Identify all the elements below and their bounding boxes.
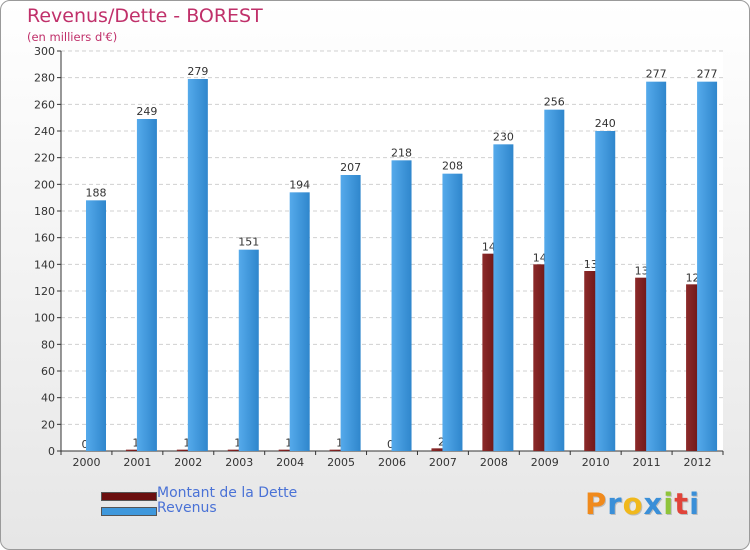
bar-revenus: [391, 160, 412, 452]
proxiti-logo-letter: x: [643, 487, 664, 521]
y-tick-label: 60: [41, 365, 55, 378]
data-label-dette: 1: [234, 437, 241, 450]
data-label-dette: 0: [387, 438, 394, 451]
y-tick-label: 100: [34, 312, 55, 325]
data-label-revenus: 151: [238, 236, 259, 249]
data-label-revenus: 218: [391, 146, 412, 159]
bar-dette: [431, 448, 452, 451]
data-label-revenus: 188: [86, 186, 107, 199]
y-tick-label: 120: [34, 285, 55, 298]
y-tick-label: 300: [34, 45, 55, 58]
data-label-revenus: 240: [595, 117, 616, 130]
x-tick-label: 2001: [123, 456, 151, 469]
y-tick-label: 140: [34, 258, 55, 271]
data-label-revenus: 230: [493, 130, 514, 143]
y-tick-label: 280: [34, 72, 55, 85]
bar-revenus: [544, 109, 565, 452]
x-tick-label: 2002: [174, 456, 202, 469]
data-label-dette: 1: [183, 437, 190, 450]
legend-swatch-revenus: [101, 507, 157, 516]
legend-label-revenus: Revenus: [157, 500, 217, 516]
data-label-revenus: 279: [187, 65, 208, 78]
y-tick-label: 240: [34, 125, 55, 138]
bar-revenus: [493, 144, 514, 452]
x-tick-label: 2000: [72, 456, 100, 469]
data-label-revenus: 207: [340, 161, 361, 174]
x-tick-label: 2008: [480, 456, 508, 469]
data-label-dette: 0: [82, 438, 89, 451]
x-tick-label: 2007: [429, 456, 457, 469]
bar-revenus: [646, 81, 667, 452]
bar-revenus: [187, 79, 208, 451]
proxiti-logo-letter: P: [585, 487, 608, 521]
bar-revenus: [238, 249, 259, 451]
x-tick-label: 2004: [276, 456, 304, 469]
bar-dette: [329, 449, 350, 451]
data-label-revenus: 277: [697, 68, 718, 81]
data-label-revenus: 256: [544, 96, 565, 109]
data-label-dette: 1: [132, 437, 139, 450]
proxiti-logo-letter: i: [689, 487, 701, 521]
x-tick-label: 2009: [531, 456, 559, 469]
data-label-revenus: 249: [136, 105, 157, 118]
bar-dette: [176, 449, 197, 451]
bar-revenus: [340, 175, 361, 451]
y-tick-label: 220: [34, 152, 55, 165]
bar-revenus: [697, 81, 718, 452]
proxiti-logo-letter: t: [674, 487, 690, 521]
bar-dette: [278, 449, 299, 451]
data-label-dette: 1: [336, 437, 343, 450]
y-tick-label: 80: [41, 338, 55, 351]
x-tick-label: 2006: [378, 456, 406, 469]
y-tick-label: 180: [34, 205, 55, 218]
y-tick-label: 0: [48, 445, 55, 458]
y-tick-label: 160: [34, 232, 55, 245]
bar-revenus: [289, 192, 310, 452]
y-tick-label: 40: [41, 392, 55, 405]
proxiti-logo-letter: i: [663, 487, 675, 521]
x-tick-label: 2011: [633, 456, 661, 469]
bar-dette: [125, 449, 146, 451]
proxiti-logo-letter: r: [607, 487, 623, 521]
data-label-dette: 2: [438, 435, 445, 448]
proxiti-logo-letter: o: [622, 487, 644, 521]
x-tick-label: 2010: [582, 456, 610, 469]
y-tick-label: 20: [41, 418, 55, 431]
legend-label-dette: Montant de la Dette: [157, 485, 298, 501]
proxiti-logo: Proxiti: [585, 487, 700, 521]
data-label-revenus: 277: [646, 68, 667, 81]
x-tick-label: 2003: [225, 456, 253, 469]
y-tick-label: 260: [34, 98, 55, 111]
bar-dette: [227, 449, 248, 451]
data-label-revenus: 208: [442, 160, 463, 173]
bar-revenus: [595, 131, 616, 451]
x-tick-label: 2012: [684, 456, 712, 469]
data-label-dette: 1: [285, 437, 292, 450]
bar-revenus: [442, 173, 463, 451]
bar-revenus: [86, 200, 106, 451]
chart-subtitle: (en milliers d'€): [27, 30, 118, 44]
bar-revenus: [136, 119, 157, 451]
y-tick-label: 200: [34, 178, 55, 191]
x-tick-label: 2005: [327, 456, 355, 469]
data-label-revenus: 194: [289, 178, 310, 191]
chart-title: Revenus/Dette - BOREST: [27, 5, 263, 27]
legend-swatch-dette: [101, 492, 157, 501]
